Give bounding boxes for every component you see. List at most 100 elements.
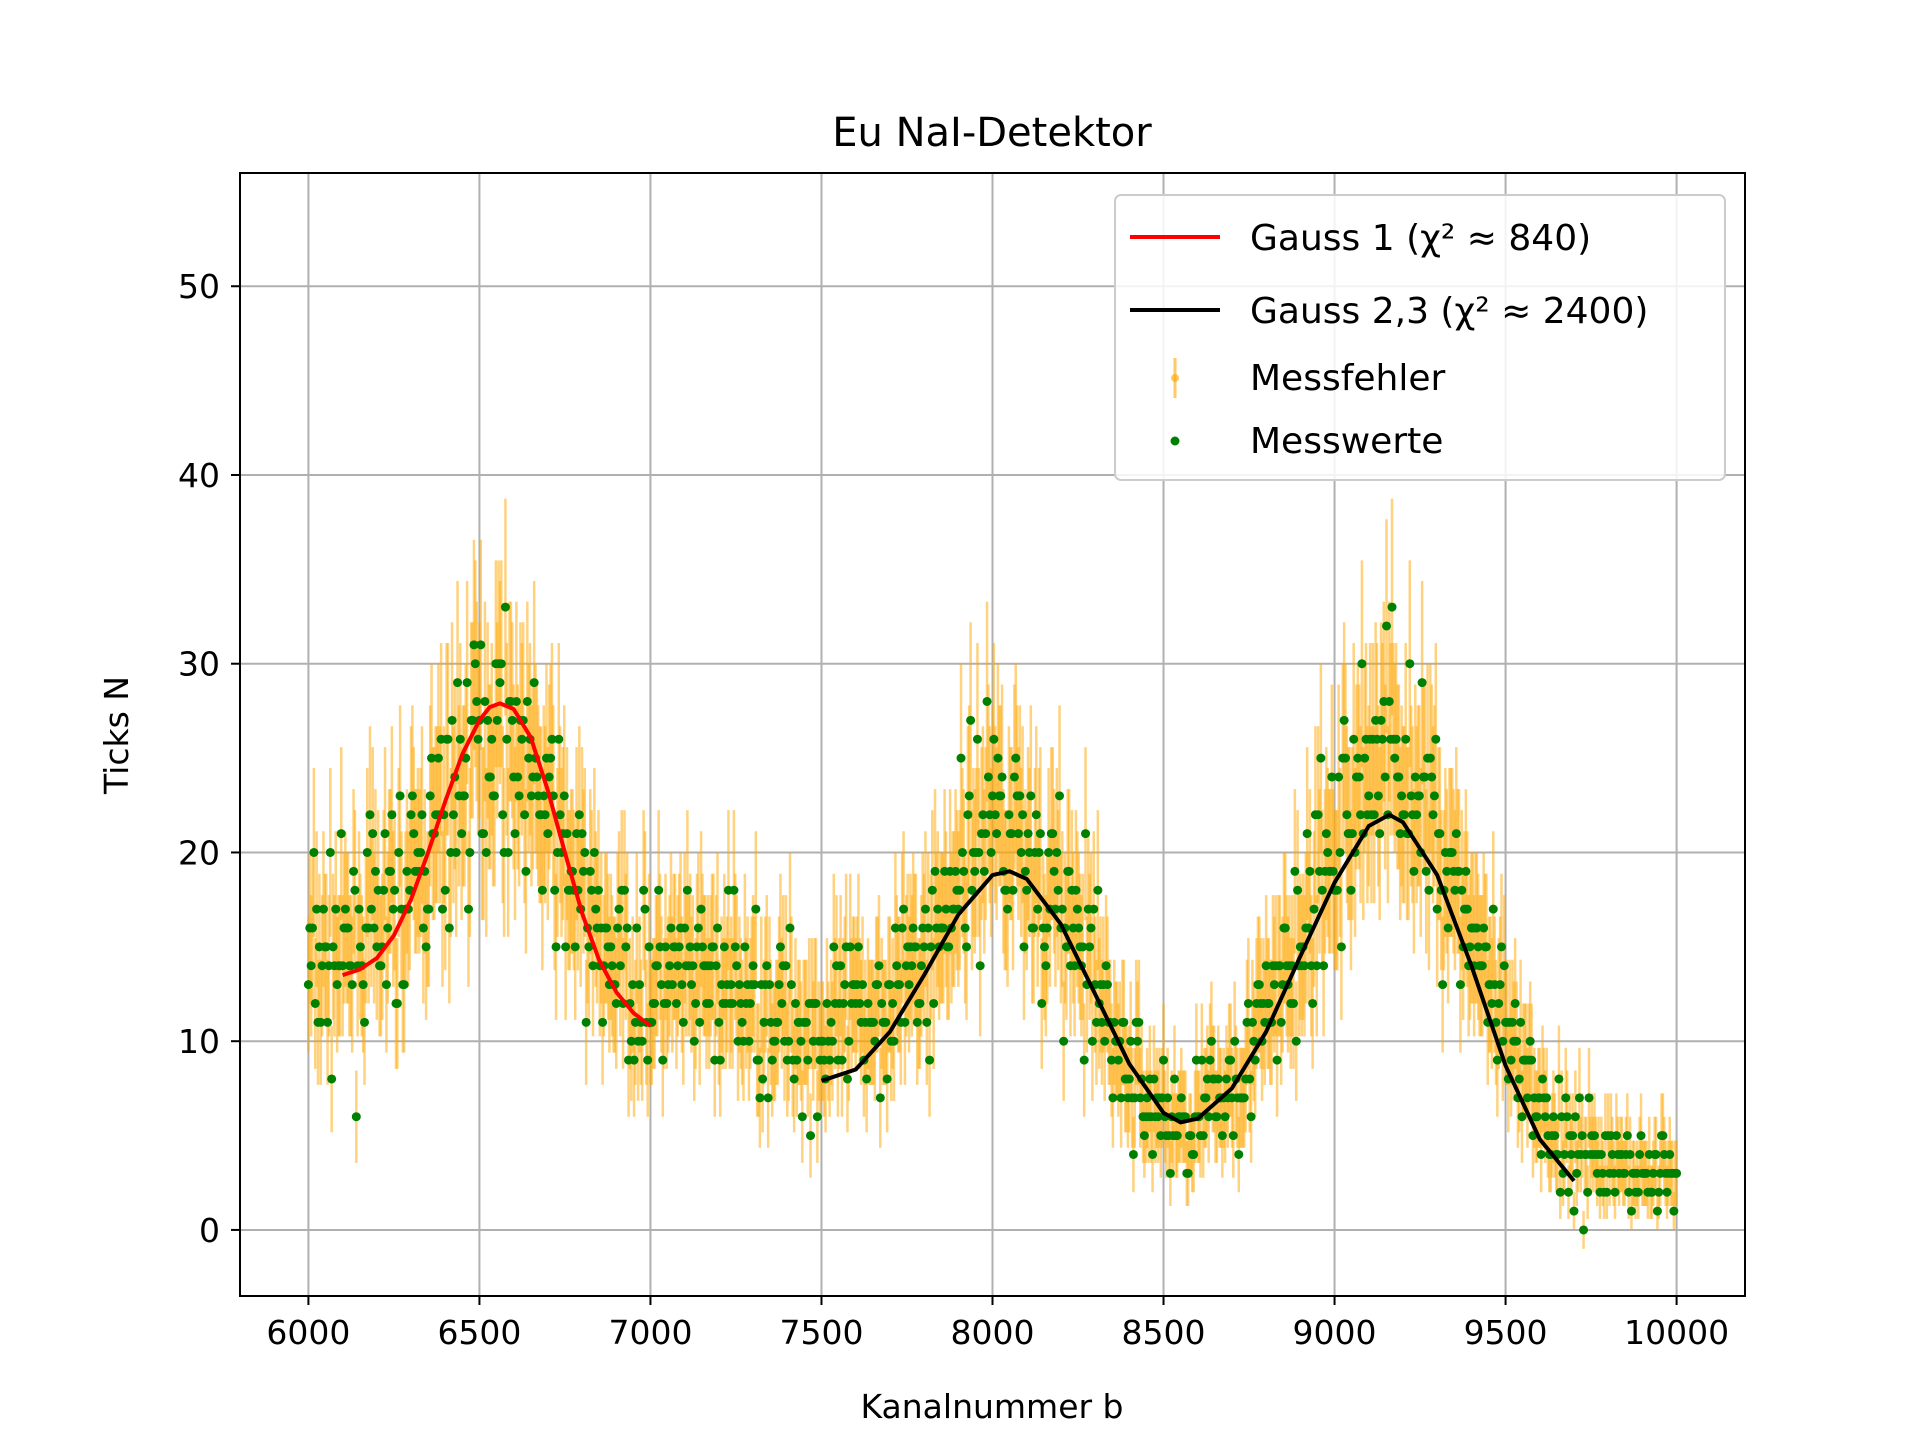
data-point — [561, 942, 571, 952]
data-point — [507, 715, 517, 725]
data-point — [845, 942, 855, 952]
data-point — [1390, 753, 1400, 763]
data-point — [712, 923, 722, 933]
data-point — [978, 810, 988, 820]
data-point — [1406, 791, 1416, 801]
data-point — [1525, 1036, 1535, 1046]
data-point — [347, 980, 357, 990]
data-point — [704, 998, 714, 1008]
data-point — [1652, 1206, 1662, 1216]
data-point — [1332, 885, 1342, 895]
data-point — [654, 885, 664, 895]
data-point — [611, 998, 621, 1008]
data-point — [678, 1017, 688, 1027]
legend-label-points: Messwerte — [1250, 421, 1443, 462]
data-point — [1071, 885, 1081, 895]
data-point — [418, 923, 428, 933]
data-point — [1061, 942, 1071, 952]
data-point — [1405, 659, 1415, 669]
data-point — [1336, 942, 1346, 952]
data-point — [559, 791, 569, 801]
data-point — [1044, 847, 1054, 857]
data-point — [1472, 923, 1482, 933]
data-point — [639, 885, 649, 895]
data-point — [1540, 1112, 1550, 1122]
data-point — [1354, 772, 1364, 782]
data-point — [1412, 810, 1422, 820]
data-point — [1566, 1149, 1576, 1159]
data-point — [1665, 1149, 1675, 1159]
data-point — [502, 734, 512, 744]
data-point — [1059, 1036, 1069, 1046]
data-point — [1280, 923, 1290, 933]
data-point — [1401, 734, 1411, 744]
data-point — [1009, 772, 1019, 782]
data-point — [974, 847, 984, 857]
data-point — [1126, 1036, 1136, 1046]
data-point — [1559, 1149, 1569, 1159]
data-point — [826, 1017, 836, 1027]
data-point — [1455, 980, 1465, 990]
data-point — [926, 942, 936, 952]
legend: Gauss 1 (χ² ≈ 840) Gauss 2,3 (χ² ≈ 2400)… — [1114, 194, 1726, 481]
data-point — [1462, 904, 1472, 914]
data-point — [1055, 791, 1065, 801]
data-point — [1305, 866, 1315, 876]
data-point — [1019, 942, 1029, 952]
data-point — [673, 961, 683, 971]
data-point — [988, 791, 997, 801]
data-point — [574, 810, 584, 820]
data-point — [340, 904, 350, 914]
data-point — [1016, 847, 1026, 857]
data-point — [587, 885, 597, 895]
data-point — [796, 1036, 806, 1046]
data-point — [714, 1017, 724, 1027]
data-point — [1247, 1017, 1257, 1027]
data-point — [1495, 980, 1505, 990]
data-point — [589, 847, 599, 857]
data-point — [671, 998, 681, 1008]
data-point — [1205, 1055, 1215, 1065]
data-point — [1228, 1131, 1238, 1141]
data-point — [388, 904, 398, 914]
data-point — [979, 866, 989, 876]
data-point — [1395, 829, 1405, 839]
data-point — [1377, 734, 1387, 744]
data-point — [1008, 885, 1018, 895]
ticks: 6000 6500 7000 7500 8000 8500 9000 9500 10000 0 10… — [178, 267, 1729, 1352]
gauss23-fit-line — [820, 812, 1576, 1183]
data-point — [662, 998, 672, 1008]
data-point — [1031, 810, 1041, 820]
data-point — [650, 998, 660, 1008]
data-point — [1626, 1206, 1636, 1216]
data-point — [457, 829, 467, 839]
data-point — [1289, 998, 1298, 1008]
data-point — [1410, 772, 1420, 782]
data-point — [1072, 904, 1082, 914]
data-point — [1387, 602, 1397, 612]
data-point — [1506, 1055, 1516, 1065]
data-point — [349, 866, 359, 876]
data-point — [1496, 942, 1506, 952]
data-point — [585, 866, 595, 876]
y-tick-label: 30 — [178, 645, 220, 684]
data-point — [1550, 1131, 1560, 1141]
data-point — [598, 1017, 608, 1027]
data-point — [1085, 942, 1095, 952]
data-point — [763, 1093, 773, 1103]
data-point — [346, 961, 356, 971]
data-point — [1451, 829, 1461, 839]
data-point — [1527, 1055, 1537, 1065]
data-point — [550, 885, 560, 895]
data-point — [1491, 1017, 1501, 1027]
data-point — [975, 961, 985, 971]
data-point — [996, 791, 1006, 801]
y-tick-label: 40 — [178, 456, 220, 495]
data-point — [1611, 1131, 1621, 1141]
data-point — [997, 772, 1007, 782]
data-point — [665, 961, 675, 971]
data-point — [1429, 791, 1439, 801]
data-point — [1357, 659, 1367, 669]
data-point — [406, 810, 416, 820]
data-point — [433, 753, 443, 763]
